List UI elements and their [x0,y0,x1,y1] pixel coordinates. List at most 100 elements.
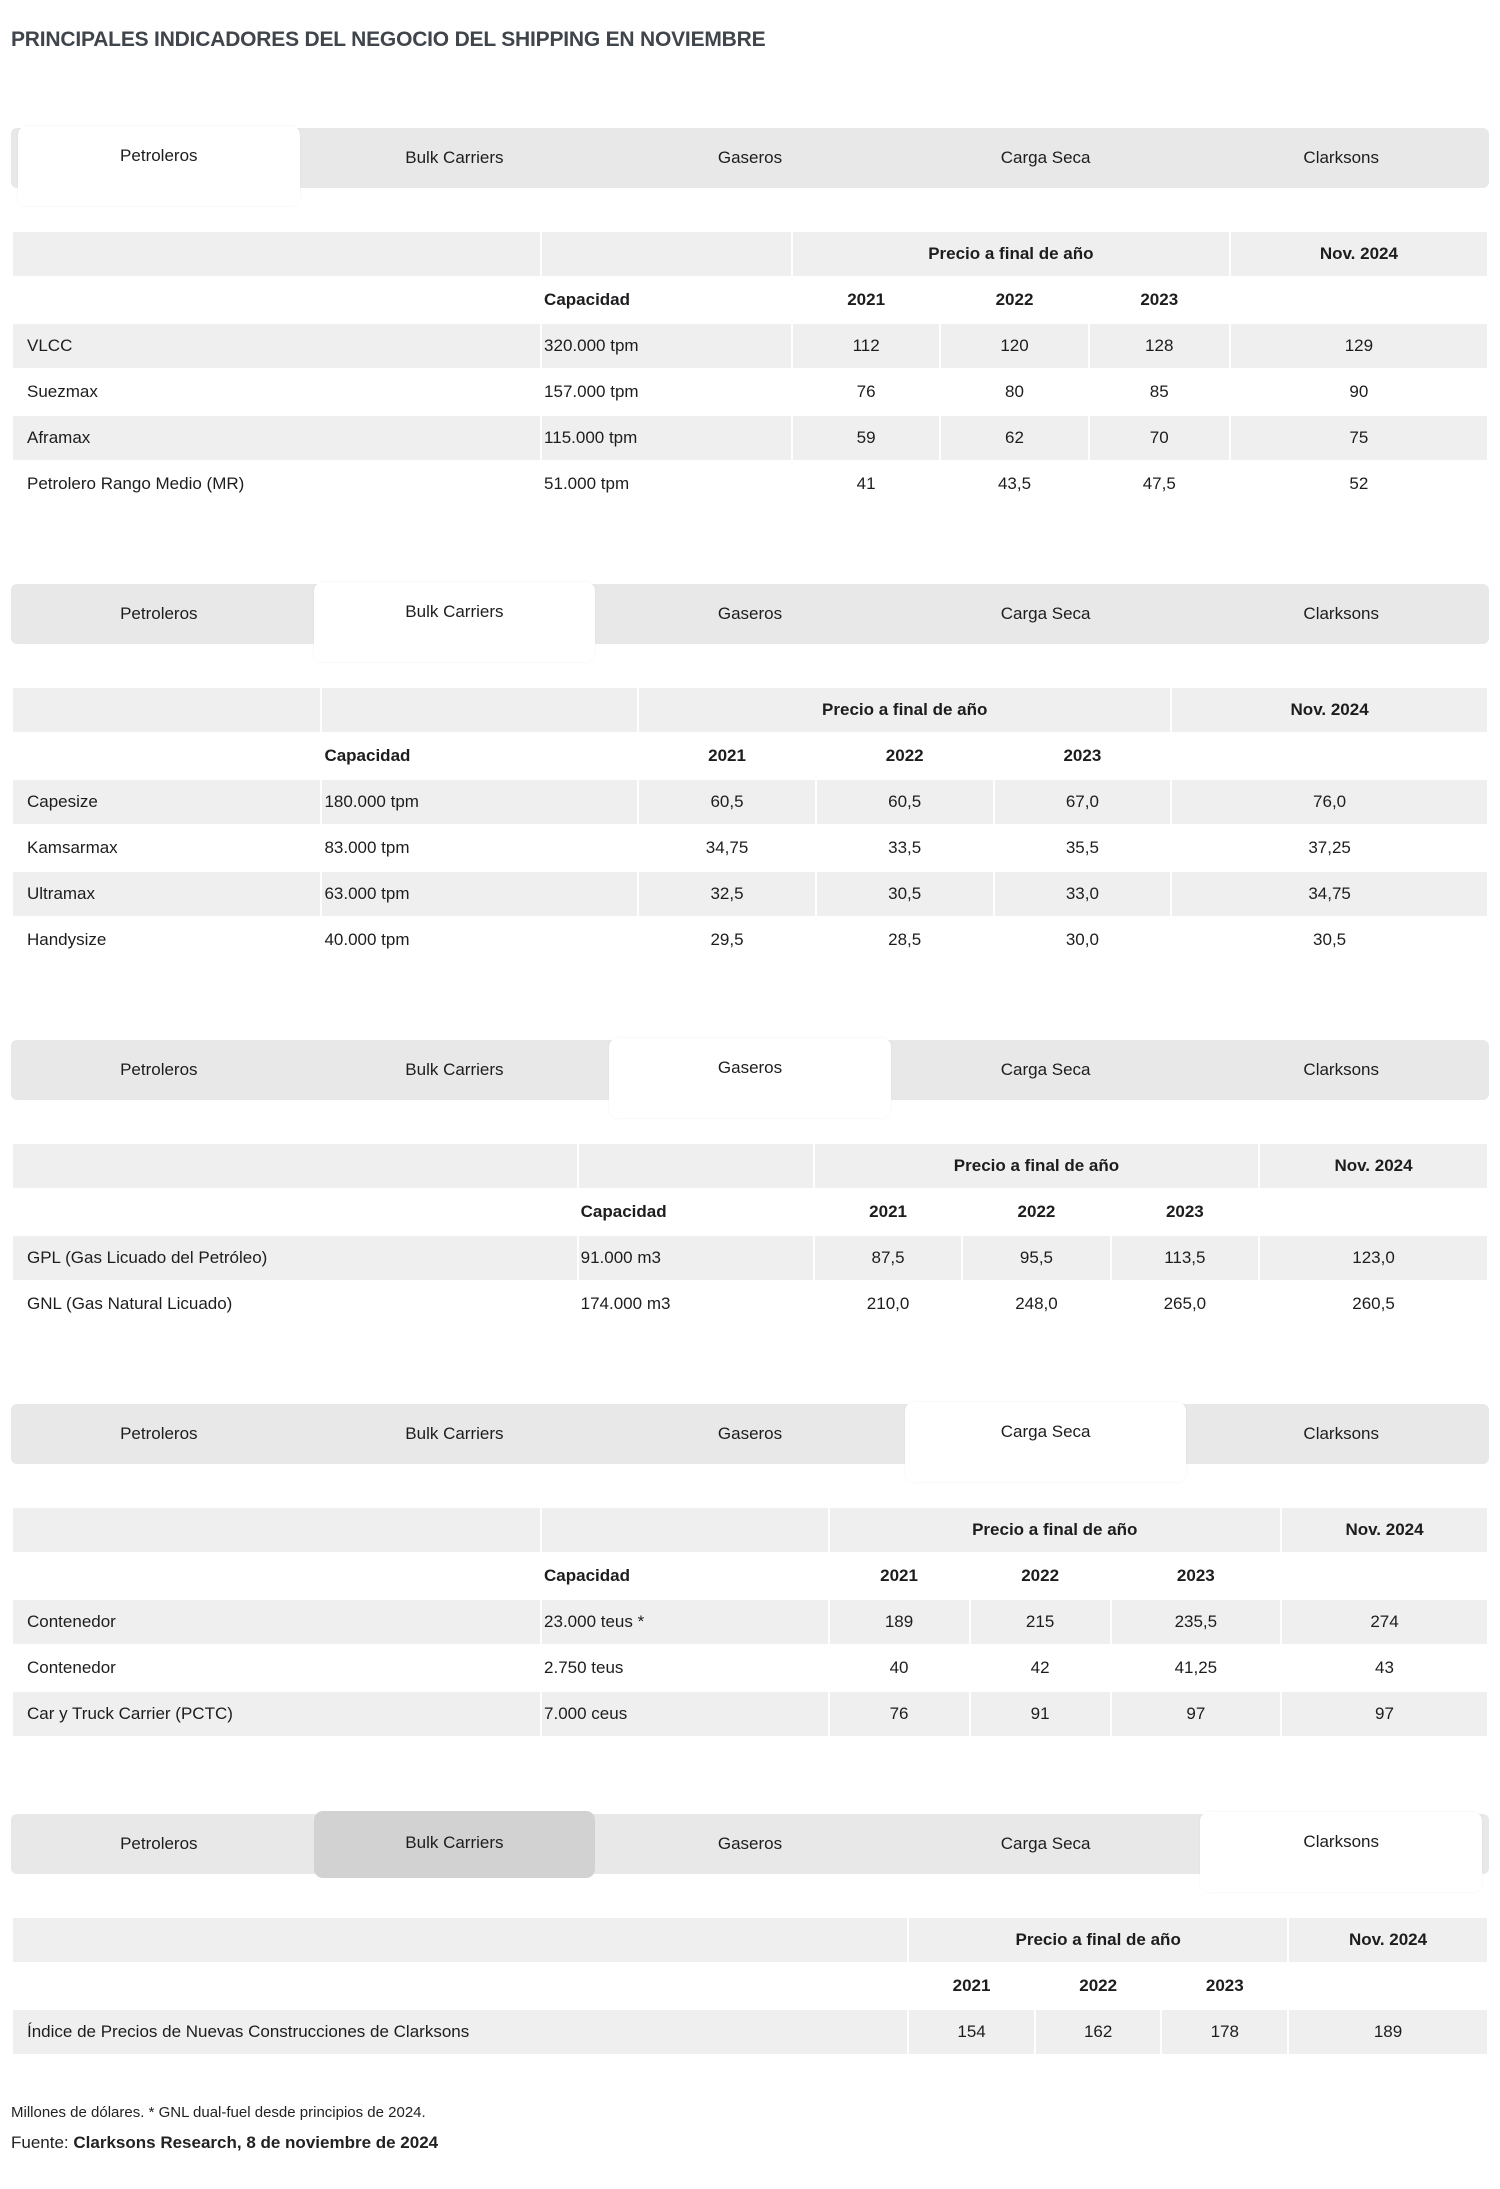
spacer-cell [1282,1554,1487,1598]
tab-bar-carga-seca: Petroleros Bulk Carriers Gaseros Carga S… [11,1402,1489,1482]
tab-petroleros[interactable]: Petroleros [120,1060,198,1079]
value-nov-2024: 34,75 [1172,872,1487,916]
price-header: Precio a final de año [909,1918,1288,1962]
value-2021: 34,75 [705,838,749,857]
row-label: Capesize [13,780,321,824]
capacity-cell: 157.000 tpm [544,382,639,401]
value-nov-2024: 129 [1230,324,1487,368]
value-2021: 154 [909,2010,1034,2054]
nov-header: Nov. 2024 [1172,688,1487,732]
tab-carga-seca[interactable]: Carga Seca [1000,1834,1091,1853]
tab-petroleros[interactable]: Petroleros [120,604,198,623]
capacity-header: Capacidad [324,746,411,765]
row-label: Car y Truck Carrier (PCTC) [13,1692,541,1736]
value-nov-2024: 274 [1282,1600,1487,1644]
tab-petroleros[interactable]: Petroleros [18,126,300,206]
capacity-cell: 40.000 tpm [324,930,410,949]
spacer-cell [578,1144,813,1188]
nov-header: Nov. 2024 [1289,1918,1487,1962]
value-2021: 40 [889,1658,909,1677]
capacity-header: Capacidad [544,1566,631,1585]
year-header: 2022 [1017,1202,1056,1221]
row-label: Contenedor [27,1658,116,1677]
header-sub-row: Capacidad 2021 2022 2023 [13,1554,1487,1598]
table-row: Capesize 180.000 tpm 60,5 60,5 67,0 76,0 [13,780,1487,824]
tab-bar-gaseros: Petroleros Bulk Carriers Gaseros Carga S… [11,1038,1489,1118]
spacer-cell [1289,1964,1487,2008]
price-header: Precio a final de año [792,232,1229,276]
tab-petroleros[interactable]: Petroleros [120,1834,198,1853]
value-2023: 41,25 [1174,1658,1218,1677]
tab-gaseros[interactable]: Gaseros [717,148,783,167]
price-header: Precio a final de año [639,688,1171,732]
year-header: 2021 [952,1976,991,1995]
value-nov-2024: 97 [1282,1692,1487,1736]
tab-gaseros[interactable]: Gaseros [717,604,783,623]
tab-carga-seca[interactable]: Carga Seca [1000,148,1091,167]
value-nov-2024: 260,5 [1352,1294,1395,1313]
table-row: Aframax 115.000 tpm 59 62 70 75 [13,416,1487,460]
spacer-cell [13,1918,908,1962]
year-header: 2023 [1176,1566,1215,1585]
value-2022: 43,5 [997,474,1032,493]
source-value: Clarksons Research, 8 de noviembre de 20… [73,2133,439,2152]
spacer-cell [13,688,321,732]
capacity-header: Capacidad [580,1202,667,1221]
tab-clarksons[interactable]: Clarksons [1200,1812,1483,1892]
year-header: 2023 [1063,746,1102,765]
value-2023: 67,0 [994,780,1171,824]
tab-bulk-carriers[interactable]: Bulk Carriers [313,582,596,662]
tab-gaseros[interactable]: Gaseros [717,1834,783,1853]
tab-gaseros[interactable]: Gaseros [717,1424,783,1443]
spacer-cell [13,1554,540,1598]
year-header: 2021 [880,1566,918,1585]
clarksons-table: Precio a final de año Nov. 2024 2021 202… [11,1916,1489,2056]
row-label: Aframax [13,416,541,460]
tab-petroleros[interactable]: Petroleros [120,1424,198,1443]
value-2021: 76 [856,382,876,401]
tab-bar-clarksons: Petroleros Bulk Carriers Gaseros Carga S… [11,1811,1489,1892]
tab-gaseros[interactable]: Gaseros [609,1038,891,1118]
tab-bulk-carriers[interactable]: Bulk Carriers [313,1811,596,1878]
carga-seca-table: Precio a final de año Nov. 2024 Capacida… [11,1506,1489,1738]
tab-bulk-carriers[interactable]: Bulk Carriers [405,148,504,167]
tab-clarksons[interactable]: Clarksons [1303,1424,1380,1443]
tab-bar-bulk-carriers: Petroleros Bulk Carriers Gaseros Carga S… [11,582,1489,662]
tab-bulk-carriers[interactable]: Bulk Carriers [405,1424,504,1443]
tab-bulk-carriers[interactable]: Bulk Carriers [405,1060,504,1079]
tab-clarksons[interactable]: Clarksons [1303,148,1380,167]
row-label: VLCC [13,324,541,368]
table-row: GPL (Gas Licuado del Petróleo) 91.000 m3… [13,1236,1487,1280]
value-nov-2024: 76,0 [1172,780,1487,824]
tab-carga-seca[interactable]: Carga Seca [904,1402,1187,1482]
value-nov-2024: 52 [1349,474,1369,493]
spacer-cell [542,232,791,276]
value-nov-2024: 90 [1349,382,1369,401]
spacer-cell [1231,278,1487,322]
tab-carga-seca[interactable]: Carga Seca [1000,604,1091,623]
header-band-row: Precio a final de año Nov. 2024 [13,1508,1487,1552]
value-2022: 120 [941,324,1088,368]
year-header: 2023 [1140,290,1179,309]
header-band-row: Precio a final de año Nov. 2024 [13,232,1487,276]
capacity-cell: 180.000 tpm [322,780,638,824]
bulk-carriers-table: Precio a final de año Nov. 2024 Capacida… [11,686,1489,964]
capacity-cell: 174.000 m3 [580,1294,671,1313]
value-2023: 128 [1089,324,1229,368]
year-header: 2022 [995,290,1034,309]
tab-bar-petroleros: Petroleros Bulk Carriers Gaseros Carga S… [11,126,1489,206]
year-header: 2022 [1079,1976,1118,1995]
capacity-cell: 115.000 tpm [542,416,791,460]
value-2022: 91 [970,1692,1110,1736]
header-sub-row: Capacidad 2021 2022 2023 [13,1190,1487,1234]
spacer-cell [13,734,320,778]
tab-clarksons[interactable]: Clarksons [1303,1060,1380,1079]
source-label: Fuente: [11,2133,69,2152]
spacer-cell [13,1144,577,1188]
value-2021: 210,0 [866,1294,910,1313]
tab-clarksons[interactable]: Clarksons [1303,604,1380,623]
tab-carga-seca[interactable]: Carga Seca [1000,1060,1091,1079]
value-2023: 235,5 [1111,1600,1281,1644]
value-2023: 265,0 [1163,1294,1207,1313]
spacer-cell [13,1964,907,2008]
